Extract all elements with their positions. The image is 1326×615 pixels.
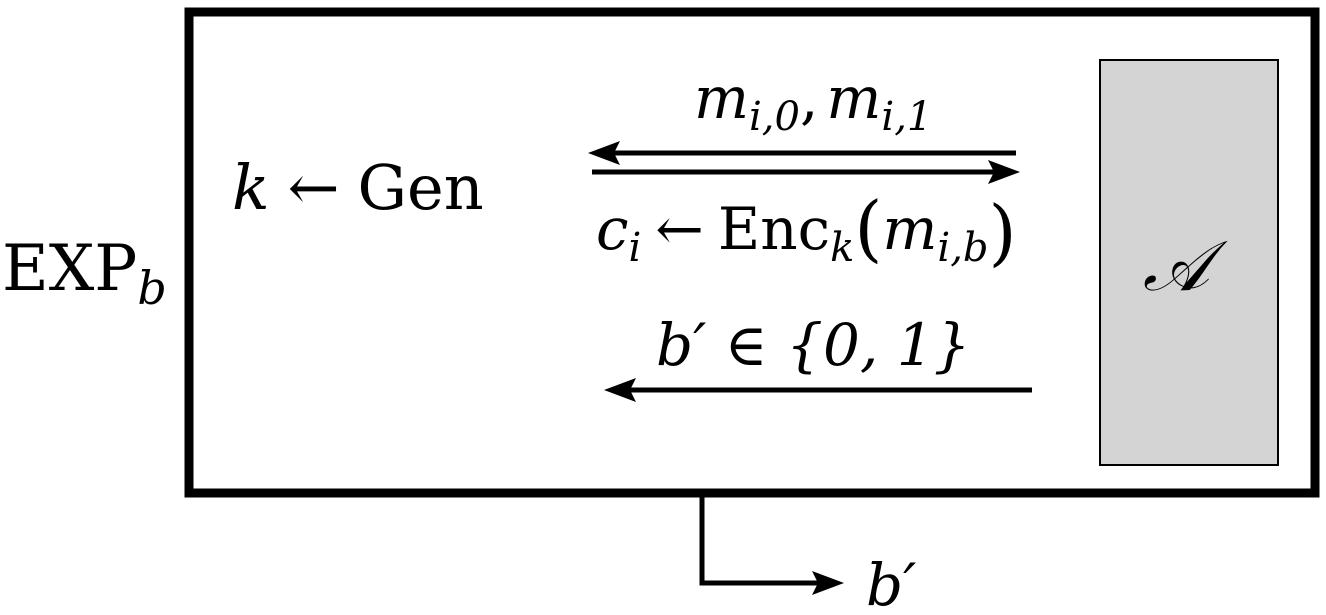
- key-arrow: ←: [288, 151, 340, 224]
- messages-arrowhead: [588, 141, 620, 165]
- ciphertext-arrow: ←: [655, 195, 704, 263]
- ciphertext-m-sub: i,b: [937, 225, 988, 271]
- ciphertext-alg: Enc: [718, 195, 830, 263]
- ciphertext-c-sub: i: [628, 225, 641, 271]
- key-var: k: [232, 151, 270, 224]
- experiment-name: EXP: [2, 232, 137, 306]
- ciphertext-c: c: [596, 195, 628, 263]
- message-pair: mi,0, mi,1: [694, 64, 932, 140]
- output-arrowhead: [812, 571, 844, 595]
- output-label: b′: [866, 551, 916, 615]
- adversary-box: [1099, 59, 1279, 466]
- message-m0: m: [694, 64, 749, 132]
- message-sub1: i,1: [881, 94, 932, 140]
- ciphertext-expression: ci ← Enck(mi,b): [596, 186, 1017, 274]
- experiment-subscript: b: [137, 261, 166, 315]
- guess-label: b′ ∈ {0, 1}: [656, 311, 971, 379]
- experiment-label: EXPb: [2, 232, 167, 315]
- ciphertext-rparen: ): [989, 190, 1017, 274]
- experiment-box: [184, 7, 1320, 498]
- output-arrow-line: [699, 497, 820, 586]
- ciphertext-m: m: [882, 195, 937, 263]
- guess-arrowhead: [604, 378, 636, 402]
- message-sub0: i,0: [749, 94, 800, 140]
- key-generation: k ← Gen: [232, 151, 484, 224]
- ciphertext-lparen: (: [854, 186, 882, 270]
- message-comma: ,: [800, 64, 818, 132]
- ciphertext-alg-sub: k: [830, 225, 854, 271]
- ciphertext-arrowhead: [988, 160, 1020, 184]
- key-alg: Gen: [358, 151, 484, 224]
- message-m1: m: [826, 64, 881, 132]
